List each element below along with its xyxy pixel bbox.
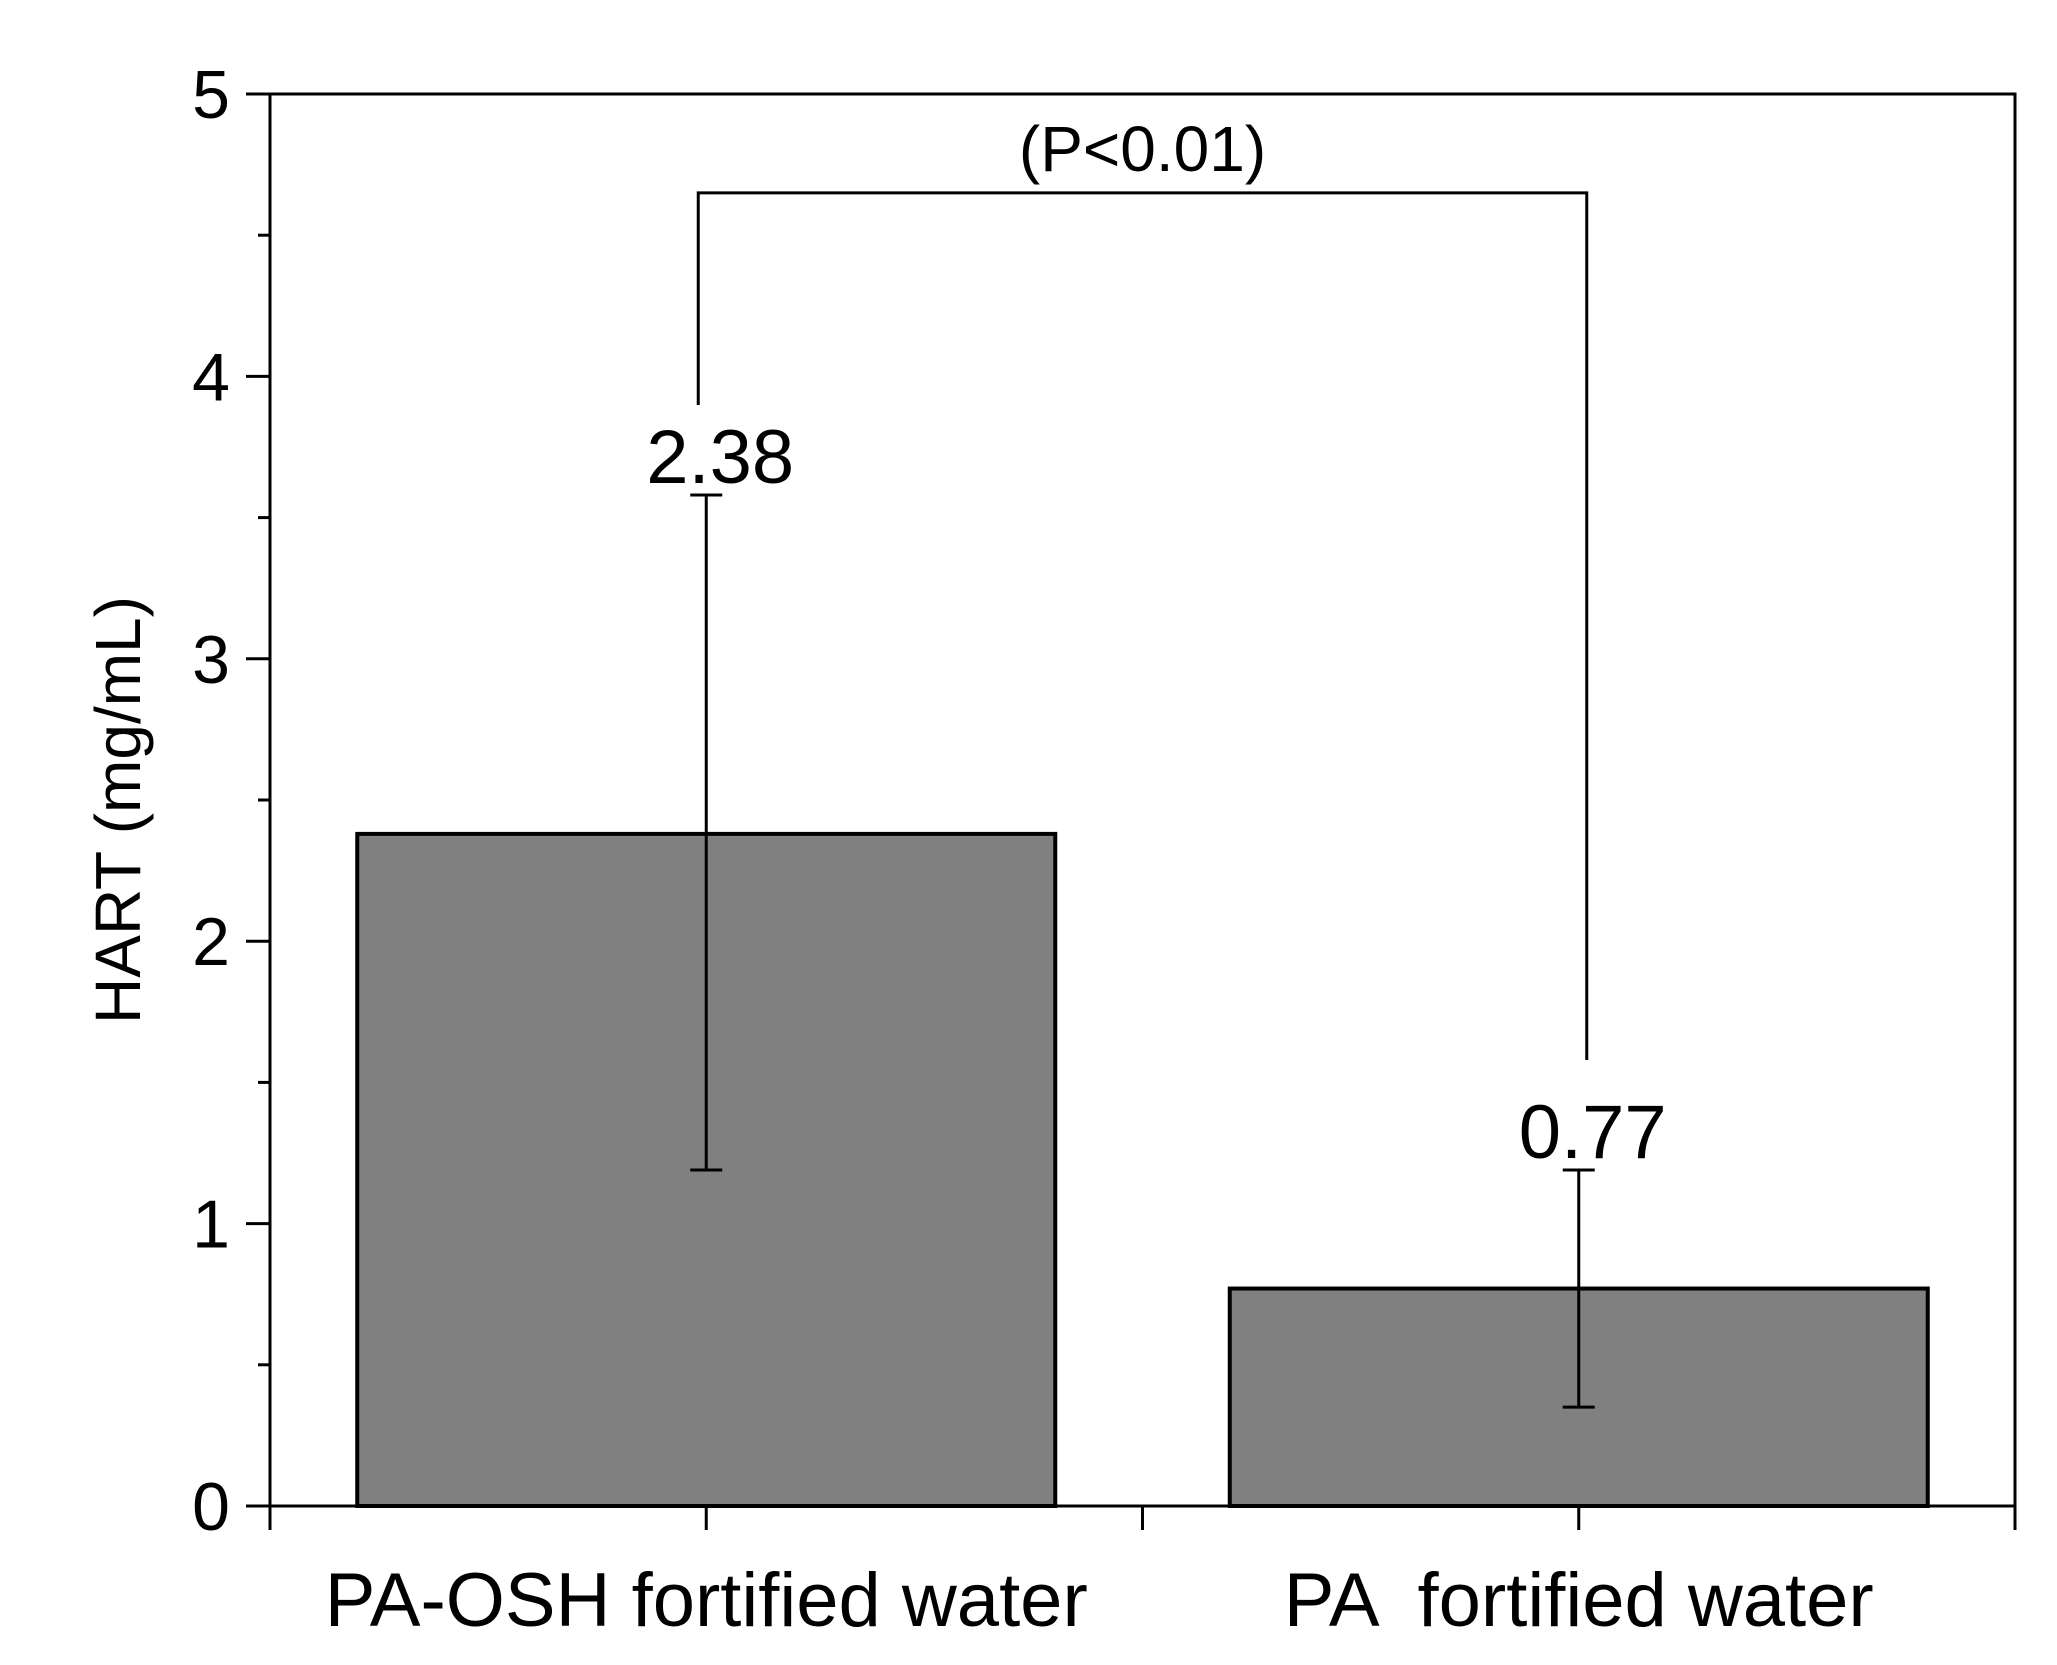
- x-tick-label: PA-OSH fortified water: [325, 1558, 1088, 1643]
- data-label: 2.38: [646, 415, 794, 500]
- y-tick-label: 2: [192, 904, 230, 980]
- significance-line: [696, 191, 1589, 1060]
- data-labels: 2.38 0.77: [646, 415, 1666, 1175]
- error-bars: [690, 493, 1595, 1409]
- y-axis: 0 1 2 3 4 5: [192, 57, 270, 1545]
- y-axis-title: HART (mg/mL): [82, 596, 154, 1024]
- y-tick-label: 1: [192, 1187, 230, 1263]
- x-tick-label: PA fortified water: [1284, 1558, 1874, 1643]
- significance-label: (P<0.01): [1019, 113, 1266, 185]
- y-tick-label: 5: [192, 57, 230, 133]
- y-tick-label: 0: [192, 1469, 230, 1545]
- significance-bracket: (P<0.01): [696, 113, 1589, 1060]
- y-tick-label: 3: [192, 622, 230, 698]
- x-axis: PA-OSH fortified water PA fortified water: [268, 1506, 2017, 1643]
- bars: [355, 831, 1930, 1508]
- data-label: 0.77: [1519, 1090, 1667, 1175]
- y-tick-label: 4: [192, 339, 230, 415]
